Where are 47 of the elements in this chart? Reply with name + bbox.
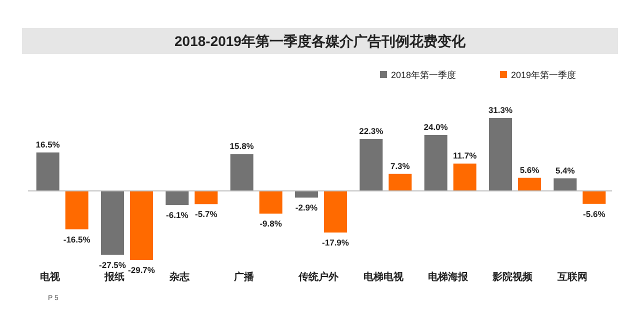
data-label: -5.6% [583,208,606,219]
data-label: -16.5% [63,234,91,244]
data-label: 5.6% [520,164,540,175]
bar [194,190,218,204]
bar [554,178,577,191]
data-label: -5.7% [195,209,218,220]
bar [582,190,606,204]
x-tick-label: 互联网 [556,271,588,283]
bar [166,190,189,206]
data-label: -2.9% [295,202,318,213]
data-label: 15.8% [230,141,254,152]
bar [453,164,476,191]
bar [65,190,88,230]
bar [259,190,282,214]
bar [360,138,383,191]
bar [101,190,124,255]
bar [324,190,347,233]
data-label: -17.9% [322,238,350,248]
data-label: -9.8% [260,218,282,229]
data-label: -6.1% [166,210,189,220]
chart-title: 2018-2019年第一季度各媒介广告刊例花费变化 [174,33,466,49]
bar [130,190,153,260]
x-tick-label: 报纸 [104,271,125,283]
x-tick-label: 杂志 [168,271,190,283]
bar [489,118,512,191]
legend-label: 2019年第一季度 [511,70,576,80]
data-label: 31.3% [488,105,513,115]
bar [230,154,254,191]
bar [518,178,541,191]
x-tick-label: 电梯海报 [428,271,469,283]
x-tick-label: 电梯电视 [363,271,404,283]
data-label: 5.4% [555,165,576,176]
data-label: 7.3% [390,160,410,171]
bar [424,134,448,191]
x-tick-label: 影院视频 [492,271,534,283]
x-tick-label: 传统户外 [298,271,340,283]
data-label: -29.7% [128,265,156,275]
x-tick-label: 广播 [233,271,255,283]
data-label: -27.5% [99,260,126,270]
data-label: 22.3% [359,126,384,136]
x-tick-label: 电视 [40,271,61,283]
bar [388,174,412,191]
data-label: 24.0% [424,122,448,132]
legend-label: 2018年第一季度 [391,70,456,80]
bar [36,152,60,191]
data-label: 16.5% [36,139,60,150]
data-label: 11.7% [453,150,478,161]
